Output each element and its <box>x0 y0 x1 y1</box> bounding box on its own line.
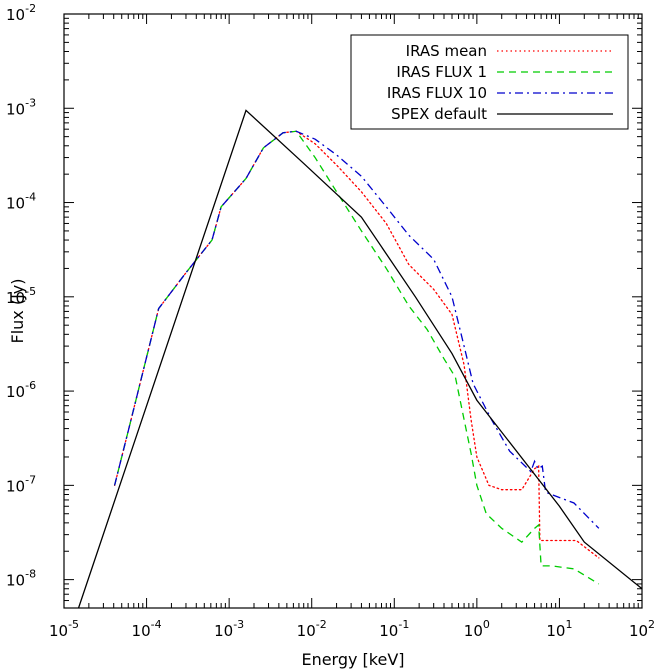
y-axis-label: Flux (Jy) <box>8 278 27 343</box>
legend-entry: IRAS FLUX 1 <box>396 63 613 81</box>
series-line-iras-flux-1 <box>113 130 600 585</box>
legend-label: IRAS FLUX 1 <box>396 63 487 81</box>
series-line-spex-default <box>77 109 642 608</box>
legend: IRAS mean IRAS FLUX 1 IRAS FLUX 10 SPEX def… <box>350 34 629 130</box>
legend-entry: IRAS mean <box>406 42 613 60</box>
legend-box <box>350 34 629 130</box>
plot-frame <box>63 13 643 609</box>
legend-entry: SPEX default <box>391 105 613 123</box>
series-layer <box>77 109 642 608</box>
legend-entries: IRAS mean IRAS FLUX 1 IRAS FLUX 10 SPEX def… <box>387 42 613 123</box>
minor-ticks <box>64 14 642 609</box>
legend-label: IRAS mean <box>406 42 487 60</box>
x-axis-label: Energy [keV] <box>301 650 404 669</box>
series-line-iras-flux-10 <box>113 130 600 529</box>
legend-label: IRAS FLUX 10 <box>387 84 487 102</box>
legend-entry: IRAS FLUX 10 <box>387 84 613 102</box>
legend-label: SPEX default <box>391 105 487 123</box>
